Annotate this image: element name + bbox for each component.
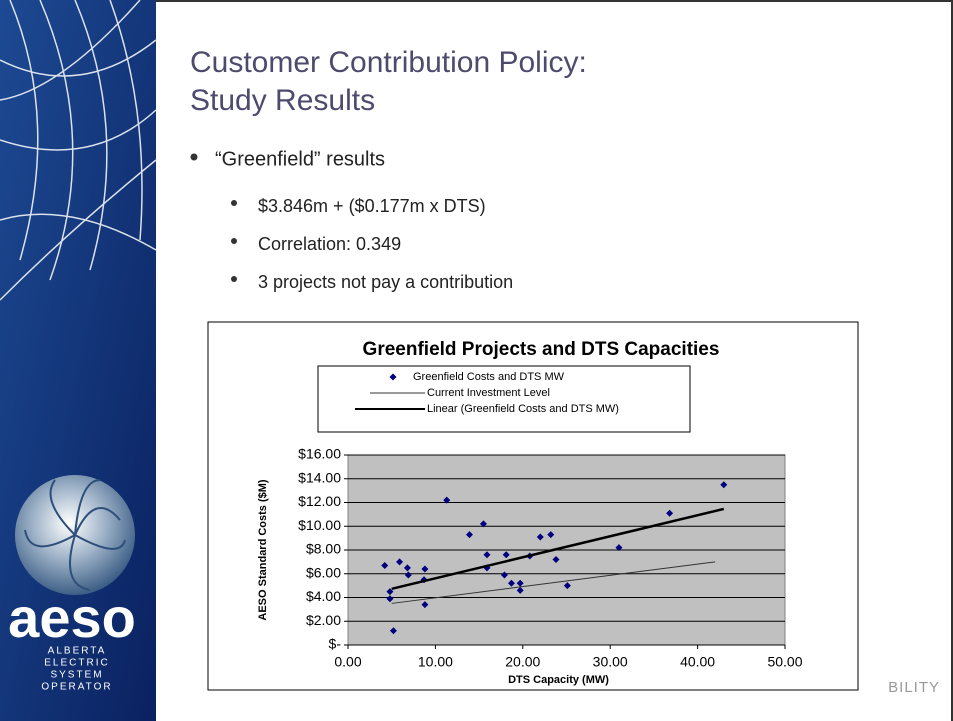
y-axis-label: AESO Standard Costs ($M) <box>257 479 269 621</box>
sidebar-bg <box>0 0 156 721</box>
sub-bullet-dot <box>231 276 237 282</box>
y-tick-label: $10.00 <box>298 517 341 533</box>
data-point <box>421 601 429 609</box>
data-point <box>516 586 524 594</box>
data-point <box>536 533 544 541</box>
data-point <box>720 481 728 489</box>
slide-title: Customer Contribution Policy: <box>190 46 587 79</box>
data-point <box>386 595 394 603</box>
y-tick-label: $12.00 <box>298 493 341 509</box>
data-point <box>386 588 394 596</box>
y-tick-label: $2.00 <box>306 612 341 628</box>
logo-text: aeso <box>8 586 136 649</box>
x-tick-label: 40.00 <box>680 654 715 670</box>
x-axis-label: DTS Capacity (MW) <box>508 674 609 686</box>
logo-subtext-line: SYSTEM <box>50 670 103 681</box>
sub-bullet-dot <box>231 200 237 206</box>
logo-subtext-line: ELECTRIC <box>44 658 109 669</box>
y-tick-label: $8.00 <box>306 541 341 557</box>
sub-bullet-text: Correlation: 0.349 <box>258 234 401 254</box>
data-point <box>396 558 404 566</box>
data-point <box>563 582 571 590</box>
x-tick-label: 10.00 <box>418 654 453 670</box>
footer-text: BILITY <box>888 679 940 696</box>
data-point <box>500 571 508 579</box>
x-tick-label: 30.00 <box>593 654 628 670</box>
logo-subtext-line: ALBERTA <box>48 646 107 657</box>
data-point <box>381 561 389 569</box>
data-point <box>421 565 429 573</box>
x-tick-label: 0.00 <box>334 654 361 670</box>
chart: Greenfield Projects and DTS Capacities $… <box>207 321 859 691</box>
sub-bullet-text: 3 projects not pay a contribution <box>258 272 513 292</box>
y-tick-label: $4.00 <box>306 588 341 604</box>
data-point <box>666 509 674 517</box>
legend-marker <box>389 373 397 381</box>
data-point <box>403 564 411 572</box>
sidebar-arcs <box>0 0 157 301</box>
y-tick-label: $6.00 <box>306 564 341 580</box>
data-point <box>552 556 560 563</box>
data-point <box>502 551 510 559</box>
slide-title: Study Results <box>190 84 375 117</box>
logo-swirl <box>24 479 126 591</box>
data-point <box>483 551 491 559</box>
legend-label: Greenfield Costs and DTS MW <box>413 371 565 383</box>
sub-bullet-dot <box>231 238 237 244</box>
legend-box <box>317 365 691 433</box>
data-point <box>404 571 412 579</box>
y-tick-label: $16.00 <box>298 446 341 462</box>
sub-bullets: $3.846m + ($0.177m x DTS) Correlation: 0.… <box>231 196 513 292</box>
x-tick-label: 50.00 <box>767 654 802 670</box>
data-point <box>507 579 515 587</box>
data-point <box>547 531 555 539</box>
logo-subtext-line: OPERATOR <box>41 682 112 693</box>
data-point <box>443 496 451 504</box>
data-point <box>516 579 524 587</box>
data-point <box>615 544 623 552</box>
data-point <box>389 627 397 635</box>
sub-bullet-text: $3.846m + ($0.177m x DTS) <box>258 196 486 216</box>
bullet-dot <box>190 153 198 161</box>
data-point <box>465 531 473 539</box>
data-point <box>479 520 487 528</box>
trend-line <box>391 507 725 591</box>
trend-line <box>391 561 716 604</box>
x-tick-label: 20.00 <box>505 654 540 670</box>
bullet-text: “Greenfield” results <box>215 148 385 170</box>
y-tick-label: $- <box>329 636 342 652</box>
legend-label: Current Investment Level <box>427 387 550 399</box>
chart-title: Greenfield Projects and DTS Capacities <box>363 339 720 360</box>
legend-label: Linear (Greenfield Costs and DTS MW) <box>427 403 619 415</box>
y-tick-label: $14.00 <box>298 469 341 485</box>
